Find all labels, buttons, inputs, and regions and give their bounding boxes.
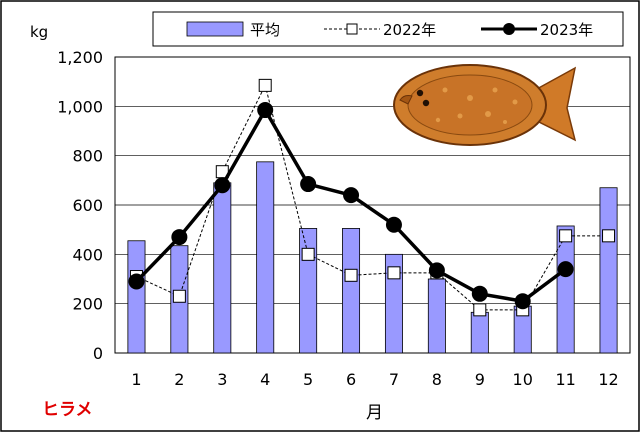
legend-swatch-average xyxy=(186,21,244,37)
point-2023 xyxy=(385,216,402,233)
line-series-2023 xyxy=(128,102,574,310)
point-2023 xyxy=(343,187,360,204)
x-tick-label: 11 xyxy=(555,370,575,389)
point-2023 xyxy=(171,229,188,246)
point-2022 xyxy=(258,78,272,92)
bar-series-average xyxy=(127,161,618,354)
y-tick-label: 200 xyxy=(72,295,103,314)
bar-average xyxy=(470,311,489,354)
x-tick-label: 6 xyxy=(346,370,356,389)
y-tick-label: 1,200 xyxy=(57,48,103,67)
point-2023 xyxy=(300,176,317,193)
legend-marker-2023 xyxy=(503,23,515,35)
x-tick-label: 5 xyxy=(303,370,313,389)
y-tick-label: 1,000 xyxy=(57,97,103,116)
legend-marker-2022 xyxy=(346,23,358,35)
bar-average xyxy=(127,240,146,354)
point-2022 xyxy=(301,247,315,261)
x-tick-label: 2 xyxy=(174,370,184,389)
y-axis-unit: kg xyxy=(30,23,48,41)
y-tick-label: 400 xyxy=(72,245,103,264)
x-tick-label: 9 xyxy=(475,370,485,389)
x-tick-label: 7 xyxy=(389,370,399,389)
x-tick-label: 3 xyxy=(217,370,227,389)
x-axis-label: 月 xyxy=(366,403,383,423)
y-tick-labels: 0 200 400 600 800 1,000 1,200 xyxy=(57,48,103,363)
bar-average xyxy=(599,187,618,354)
bar-average xyxy=(299,228,318,354)
x-tick-label: 10 xyxy=(513,370,533,389)
point-2023 xyxy=(257,102,274,119)
legend-label-2022: 2022年 xyxy=(383,21,436,39)
bar-average xyxy=(342,228,361,354)
point-2023 xyxy=(514,293,531,310)
point-2023 xyxy=(557,261,574,278)
x-tick-labels: 1 2 3 4 5 6 7 8 9 10 11 12 xyxy=(131,370,618,389)
legend-label-2023: 2023年 xyxy=(540,21,593,39)
point-2022 xyxy=(172,289,186,303)
point-2023 xyxy=(471,285,488,302)
point-2023 xyxy=(214,177,231,194)
point-2022 xyxy=(559,229,573,243)
point-2022 xyxy=(344,268,358,282)
species-label: ヒラメ xyxy=(42,400,93,420)
x-tick-label: 1 xyxy=(131,370,141,389)
point-2023 xyxy=(128,273,145,290)
point-2023 xyxy=(428,262,445,279)
y-tick-label: 600 xyxy=(72,196,103,215)
y-tick-label: 800 xyxy=(72,147,103,166)
bar-average xyxy=(213,182,232,354)
point-2022 xyxy=(387,266,401,280)
point-2022 xyxy=(602,229,616,243)
legend: 平均 2022年 2023年 xyxy=(152,11,624,47)
legend-label-average: 平均 xyxy=(250,21,280,39)
y-tick-label: 0 xyxy=(93,344,103,363)
x-tick-label: 12 xyxy=(598,370,618,389)
x-tick-label: 4 xyxy=(260,370,270,389)
bar-average xyxy=(256,161,275,354)
flounder-fish-illustration xyxy=(393,64,577,146)
x-tick-label: 8 xyxy=(432,370,442,389)
bar-average xyxy=(427,278,446,354)
point-2022 xyxy=(473,303,487,317)
bar-average xyxy=(556,225,575,354)
